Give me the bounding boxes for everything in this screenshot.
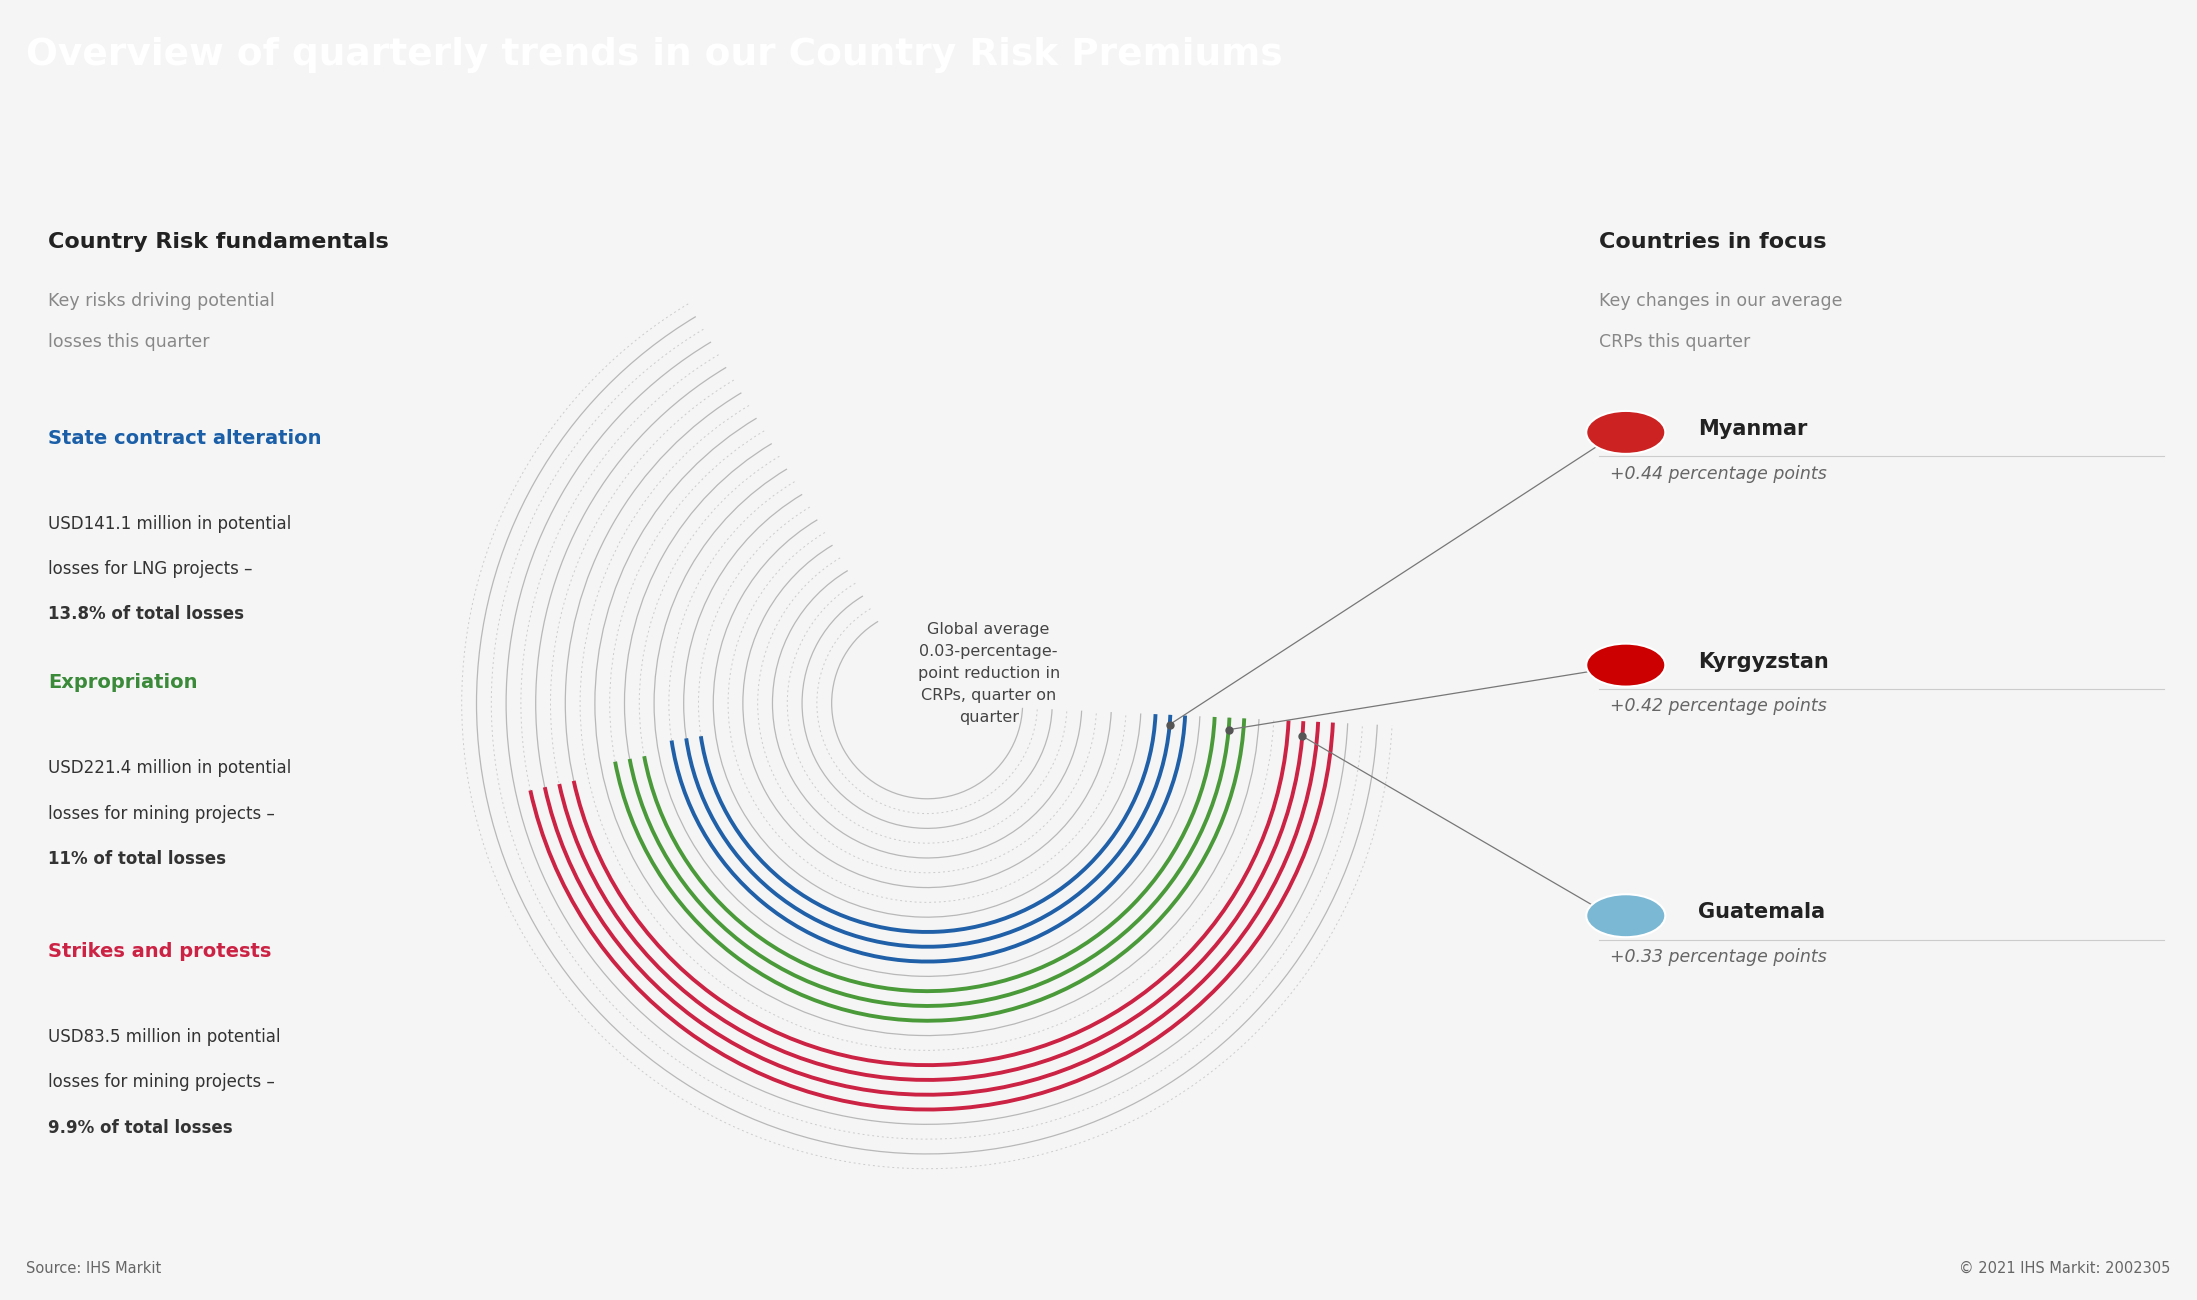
Text: losses for mining projects –: losses for mining projects –: [48, 1074, 275, 1091]
Text: Global average
0.03-percentage-
point reduction in
CRPs, quarter on
quarter: Global average 0.03-percentage- point re…: [918, 621, 1059, 725]
Text: Kyrgyzstan: Kyrgyzstan: [1698, 651, 1830, 672]
Text: USD221.4 million in potential: USD221.4 million in potential: [48, 759, 292, 777]
Text: CRPs this quarter: CRPs this quarter: [1599, 333, 1751, 351]
Text: +0.42 percentage points: +0.42 percentage points: [1610, 697, 1828, 715]
Text: Key risks driving potential: Key risks driving potential: [48, 291, 275, 309]
Text: Countries in focus: Countries in focus: [1599, 231, 1828, 252]
Text: Guatemala: Guatemala: [1698, 902, 1826, 922]
Text: Key changes in our average: Key changes in our average: [1599, 291, 1843, 309]
Text: +0.44 percentage points: +0.44 percentage points: [1610, 464, 1828, 482]
Text: State contract alteration: State contract alteration: [48, 429, 321, 447]
Text: Overview of quarterly trends in our Country Risk Premiums: Overview of quarterly trends in our Coun…: [26, 38, 1283, 73]
Text: 13.8% of total losses: 13.8% of total losses: [48, 606, 244, 624]
Text: 11% of total losses: 11% of total losses: [48, 850, 226, 868]
Text: USD83.5 million in potential: USD83.5 million in potential: [48, 1028, 281, 1046]
Text: Country Risk fundamentals: Country Risk fundamentals: [48, 231, 389, 252]
Text: +0.33 percentage points: +0.33 percentage points: [1610, 948, 1828, 966]
Text: losses for LNG projects –: losses for LNG projects –: [48, 560, 253, 578]
Text: Source: IHS Markit: Source: IHS Markit: [26, 1261, 163, 1277]
Circle shape: [1586, 894, 1665, 937]
Circle shape: [1586, 411, 1665, 454]
Circle shape: [1586, 644, 1665, 686]
Text: Strikes and protests: Strikes and protests: [48, 942, 272, 961]
Text: 9.9% of total losses: 9.9% of total losses: [48, 1118, 233, 1136]
Text: losses this quarter: losses this quarter: [48, 333, 211, 351]
Text: losses for mining projects –: losses for mining projects –: [48, 805, 275, 823]
Text: Expropriation: Expropriation: [48, 673, 198, 693]
Text: Myanmar: Myanmar: [1698, 419, 1808, 439]
Text: USD141.1 million in potential: USD141.1 million in potential: [48, 515, 292, 533]
Text: © 2021 IHS Markit: 2002305: © 2021 IHS Markit: 2002305: [1960, 1261, 2171, 1277]
